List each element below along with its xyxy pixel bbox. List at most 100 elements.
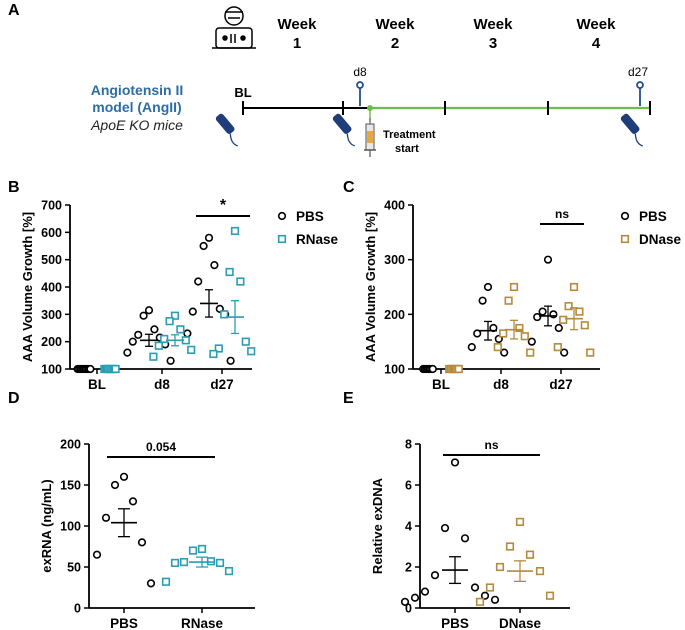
x-tick-label: DNase [499,616,542,630]
week-1-label: Week [278,16,318,33]
data-point [230,226,240,236]
data-point [137,538,147,547]
data-point [450,458,460,467]
chart-d: 0 50 100 150 200 exRNA (ng/mL) PBS RNase 0.054 [39,438,255,630]
data-point [490,595,500,604]
series-dnase [445,282,595,374]
legend-marker [277,234,287,244]
data-point [504,296,513,305]
data-point [500,348,509,357]
data-point [183,329,192,338]
data-point [247,347,256,356]
data-point [473,329,482,338]
data-point [533,312,542,322]
week-3-label: Week [474,16,514,33]
data-point [499,329,508,338]
y-tick-label: 100 [384,363,405,377]
data-point [478,296,487,305]
data-point [110,480,120,490]
data-point [485,583,495,592]
data-point [493,343,502,352]
y-tick-label: 400 [384,199,405,213]
data-point [538,307,547,316]
data-point [165,317,174,326]
ultrasound-probe-icon [215,113,239,147]
data-point [515,323,524,333]
y-tick-label: 150 [60,479,81,493]
data-point [119,472,129,481]
data-point [176,325,185,334]
data-point [535,566,545,576]
series-rnase [100,226,256,374]
week-2-label: Week [376,16,416,33]
data-point [560,348,569,357]
data-point [134,330,143,339]
y-tick-label: 100 [60,520,81,534]
data-point [150,325,159,334]
series-pbs [400,458,500,606]
y-tick-label: 4 [405,520,412,534]
data-point [236,277,245,286]
data-point [467,343,476,352]
syringe-icon [364,118,376,157]
data-point [210,261,219,270]
data-point [215,558,225,567]
legend-label: DNase [639,232,682,247]
data-point [470,583,480,592]
timeline-ticks [242,101,651,115]
data-point [154,341,163,350]
x-tick-label: d27 [549,377,572,392]
data-point [146,579,156,588]
panel-b-letter: B [8,179,20,196]
y-axis-label: exRNA (ng/mL) [39,479,54,572]
x-tick-label: PBS [110,616,138,630]
data-point [170,558,180,567]
panel-a-letter: A [8,2,20,19]
y-tick-label: 200 [384,308,405,322]
data-point [123,348,132,357]
researcher-icon [212,6,256,49]
data-point [187,345,196,354]
data-point [553,343,562,352]
y-tick-label: 100 [41,363,62,377]
data-point [101,513,111,522]
x-tick-label: PBS [441,616,469,630]
legend-marker [277,211,287,221]
timeline-d8-label: d8 [353,65,367,79]
y-tick-label: 300 [41,308,62,322]
series-pbs [419,255,569,374]
timeline-d27-label: d27 [628,65,648,79]
legend-marker [620,211,630,221]
panel-a: A Week 1 Week 2 Week 3 Week 4 Angiotensi… [8,2,651,157]
legend-label: PBS [639,209,667,224]
data-point [128,497,138,506]
data-point [139,311,148,320]
treatment-label-line1: Treatment [383,129,436,141]
x-tick-label: BL [432,377,450,392]
data-point [475,597,485,606]
week-2-number: 2 [391,35,399,52]
data-point [188,546,198,555]
data-point [86,364,95,374]
data-point [505,542,515,551]
data-point [197,544,207,554]
y-tick-label: 300 [384,253,405,267]
data-point [128,337,137,346]
y-tick-label: 50 [67,561,81,575]
panel-c-letter: C [343,179,355,196]
week-4-number: 4 [592,35,601,52]
x-tick-label: RNase [181,616,224,630]
data-point [575,307,584,316]
y-tick-label: 600 [41,226,62,240]
data-point [111,364,120,374]
y-axis-label: AAA Volume Growth [%] [20,212,35,362]
data-point [188,307,197,316]
data-point [545,591,555,600]
data-point [160,334,169,344]
y-axis-label: AAA Volume Growth [%] [363,212,378,362]
data-point [166,356,175,365]
y-tick-label: 0 [405,602,412,616]
data-point [525,550,535,559]
data-point [509,282,519,292]
data-point [586,348,595,357]
